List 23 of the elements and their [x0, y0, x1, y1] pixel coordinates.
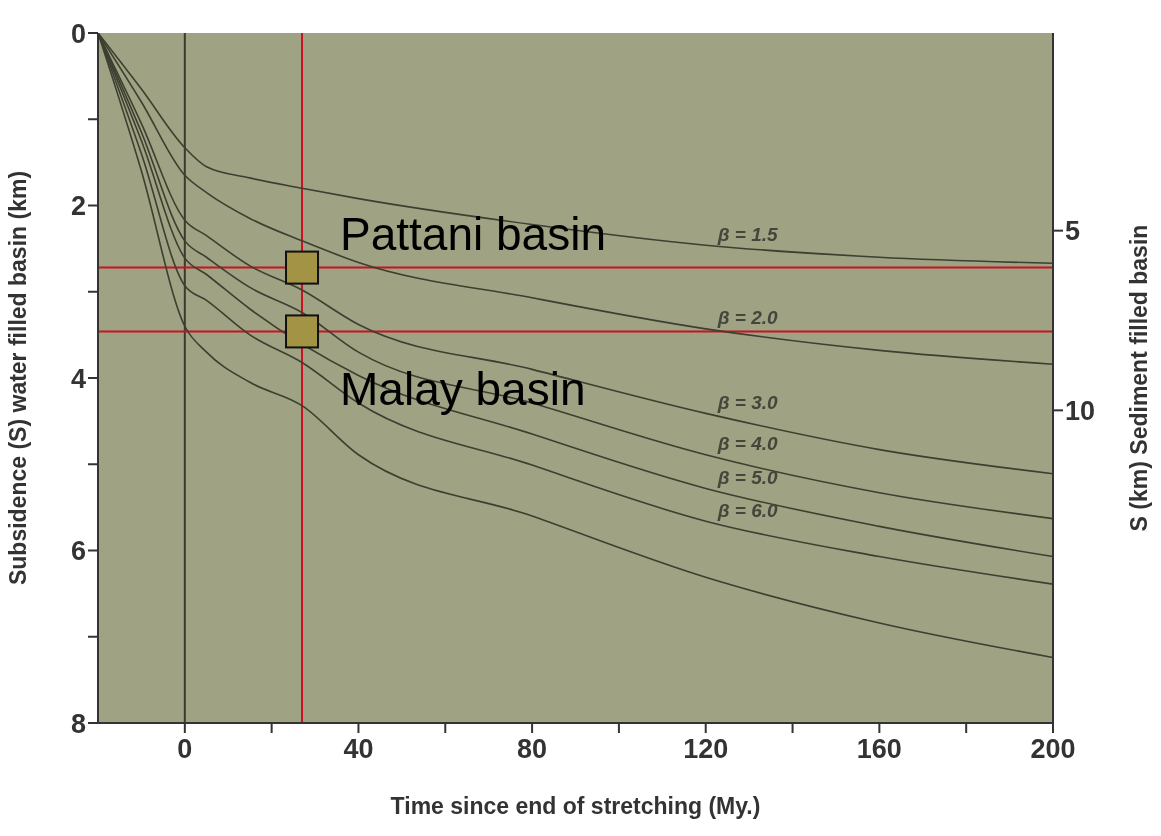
y2-tick-label: 5 — [1065, 216, 1081, 247]
y-tick-label: 4 — [70, 363, 86, 394]
y2-tick-label: 10 — [1065, 395, 1096, 426]
series-label: β = 6.0 — [716, 499, 779, 521]
x-tick-label: 120 — [683, 734, 729, 765]
x-tick-label: 160 — [856, 734, 902, 765]
y-tick-label: 2 — [70, 191, 86, 222]
x-tick-label: 200 — [1030, 734, 1076, 765]
y-tick-label: 0 — [70, 18, 86, 49]
series-label: β = 3.0 — [716, 391, 779, 413]
x-tick-label: 40 — [343, 734, 374, 765]
series-label: Pattani basin — [340, 207, 606, 260]
y2-axis-title: S (km) Sediment filled basin — [1126, 224, 1153, 532]
y-tick-label: 6 — [70, 536, 86, 567]
y-tick-label: 8 — [70, 708, 86, 739]
x-tick-label: 80 — [517, 734, 548, 765]
series-label: β = 5.0 — [716, 466, 779, 488]
x-axis-title: Time since end of stretching (My.) — [390, 793, 761, 819]
series-label: β = 2.0 — [716, 307, 779, 329]
y-axis-title: Subsidence (S) water filled basin (km) — [5, 170, 32, 586]
series-label: β = 1.5 — [716, 223, 779, 245]
series-label: β = 4.0 — [716, 433, 779, 455]
x-tick-label: 0 — [177, 734, 193, 765]
